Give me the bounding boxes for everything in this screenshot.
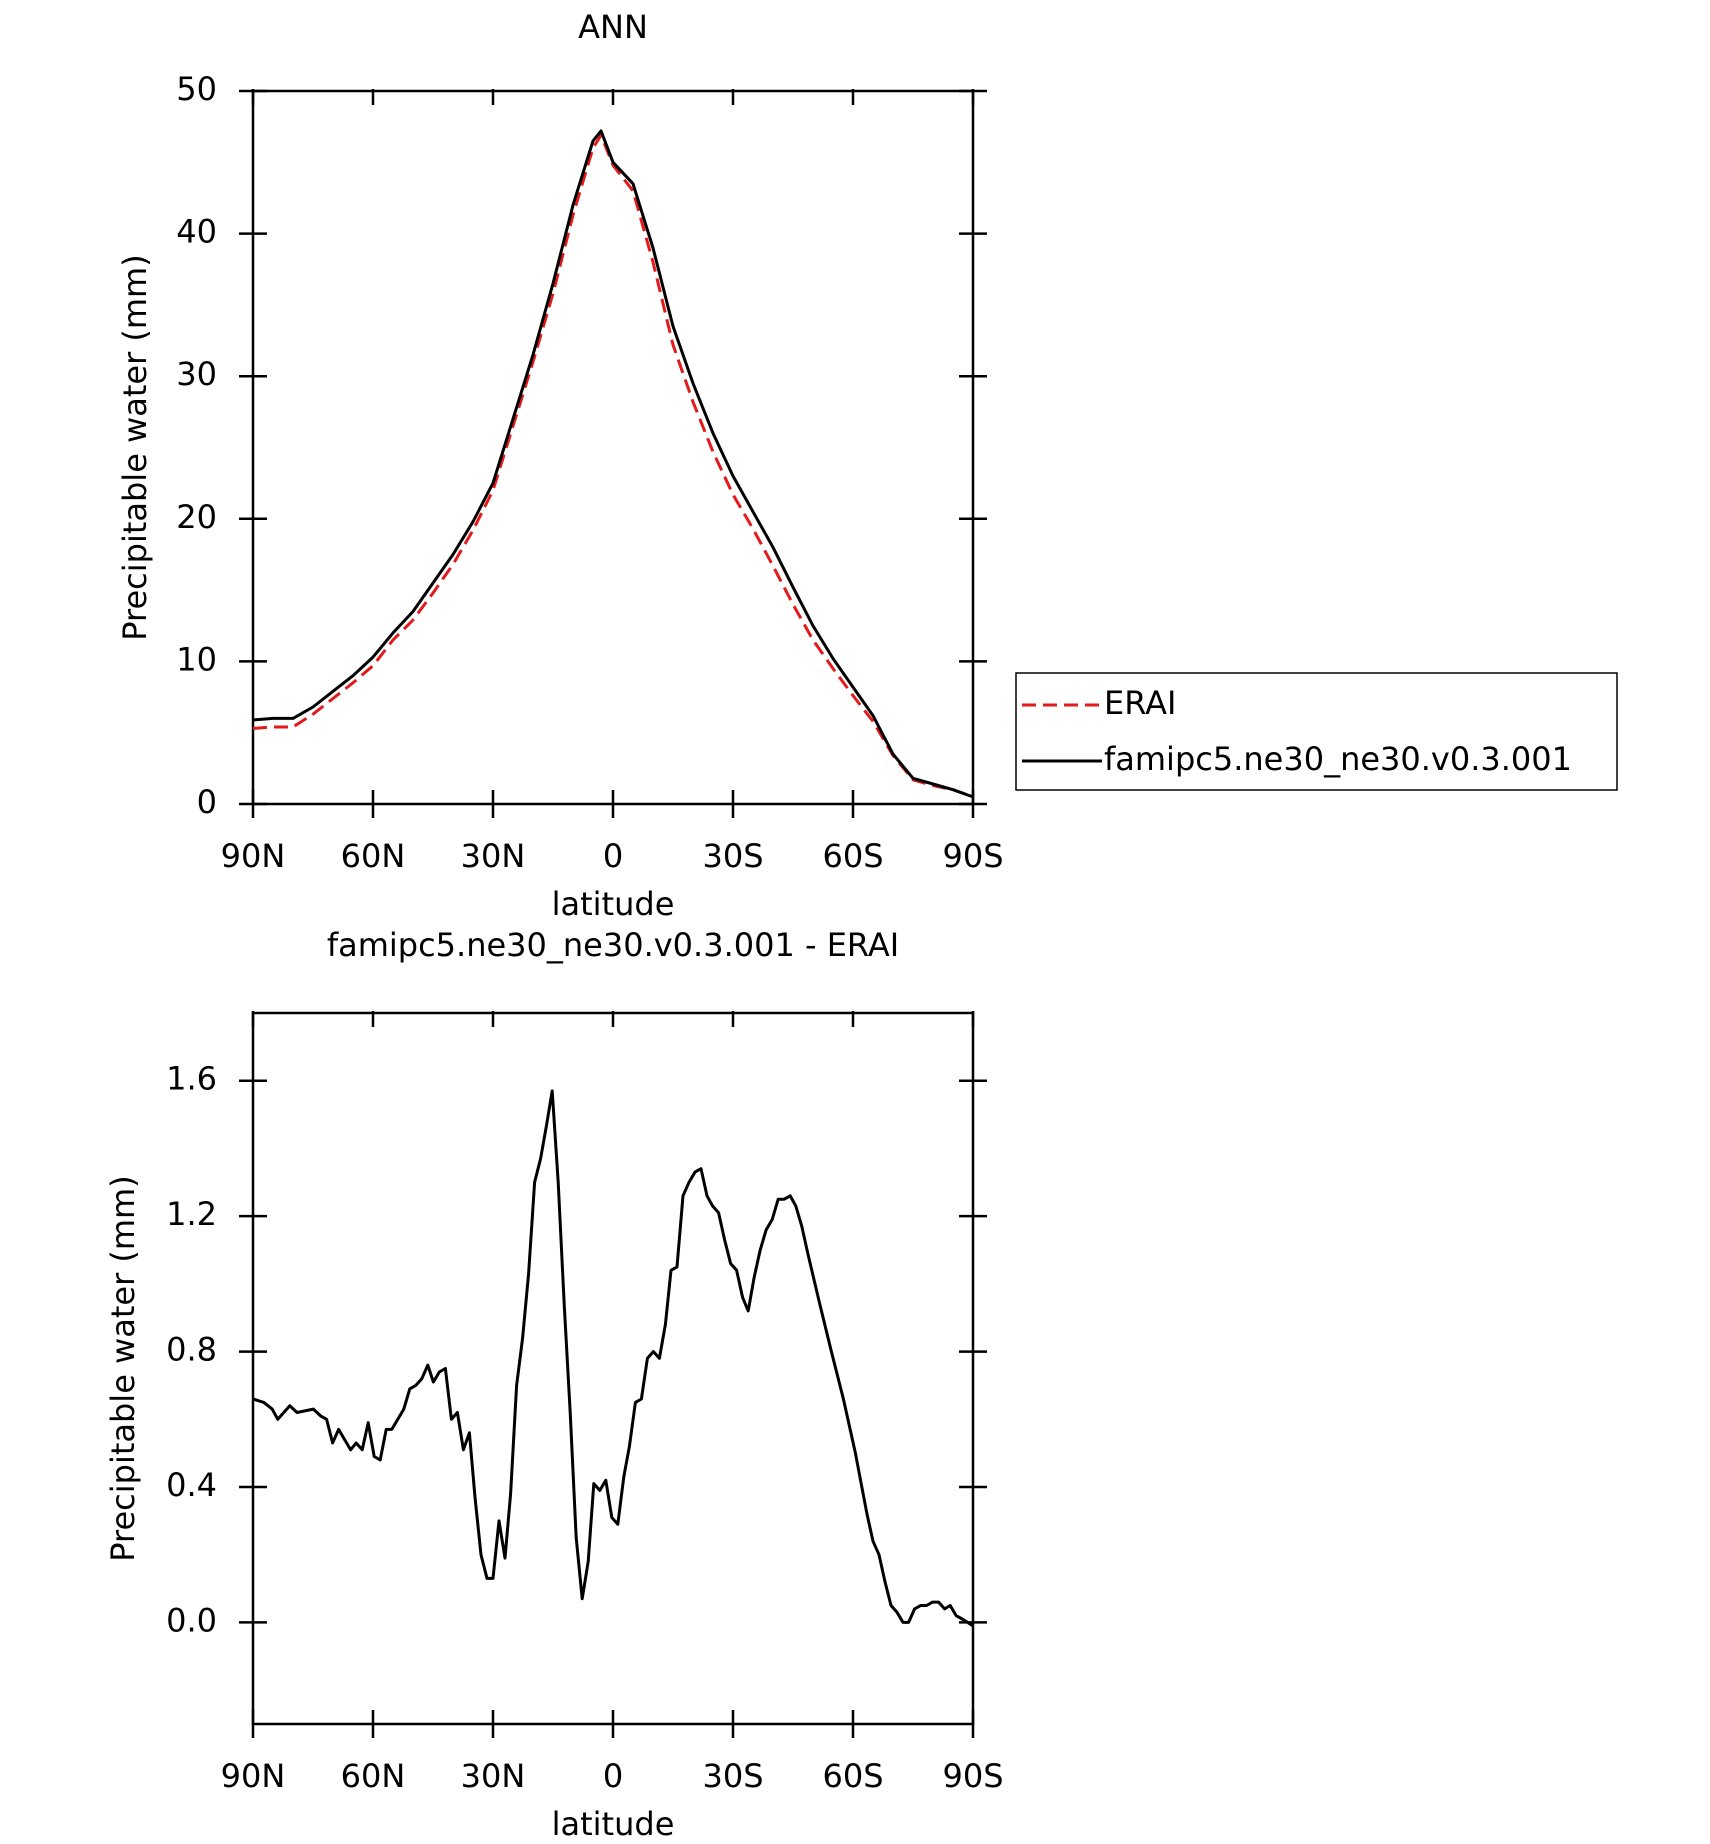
x-tick-label: 60S [822,1757,883,1795]
x-tick-label: 90N [221,1757,286,1795]
y-tick-label: 0 [197,783,217,821]
x-axis-label: latitude [552,885,675,923]
x-tick-label: 60N [341,837,406,875]
x-tick-label: 0 [603,1757,623,1795]
x-tick-label: 30S [702,1757,763,1795]
y-tick-label: 1.2 [166,1195,217,1233]
y-tick-label: 10 [176,640,217,678]
x-tick-label: 30S [702,837,763,875]
data-line [252,1089,974,1628]
y-axis-label: Precipitable water (mm) [104,1175,142,1561]
data-line [252,133,974,799]
y-axis-label: Precipitable water (mm) [116,254,154,640]
y-tick-label: 30 [176,355,217,393]
legend-label: ERAI [1104,684,1176,722]
y-tick-label: 0.8 [166,1331,217,1369]
y-tick-label: 0.4 [166,1466,217,1504]
x-axis-label: latitude [552,1805,675,1843]
y-tick-label: 40 [176,213,217,251]
legend-label: famipc5.ne30_ne30.v0.3.001 [1104,740,1572,778]
y-tick-label: 0.0 [166,1601,217,1639]
chart-title: famipc5.ne30_ne30.v0.3.001 - ERAI [327,926,899,964]
legend-box [1015,672,1618,791]
plot-frame [251,89,975,806]
x-tick-label: 30N [461,1757,526,1795]
x-tick-label: 90S [942,1757,1003,1795]
y-tick-label: 20 [176,498,217,536]
data-line [252,129,974,799]
y-tick-label: 1.6 [166,1060,217,1098]
x-tick-label: 60S [822,837,883,875]
x-tick-label: 60N [341,1757,406,1795]
x-tick-label: 90S [942,837,1003,875]
x-tick-label: 30N [461,837,526,875]
chart-title: ANN [578,8,648,46]
x-tick-label: 90N [221,837,286,875]
y-tick-label: 50 [176,70,217,108]
x-tick-label: 0 [603,837,623,875]
plot-frame [251,1011,975,1726]
